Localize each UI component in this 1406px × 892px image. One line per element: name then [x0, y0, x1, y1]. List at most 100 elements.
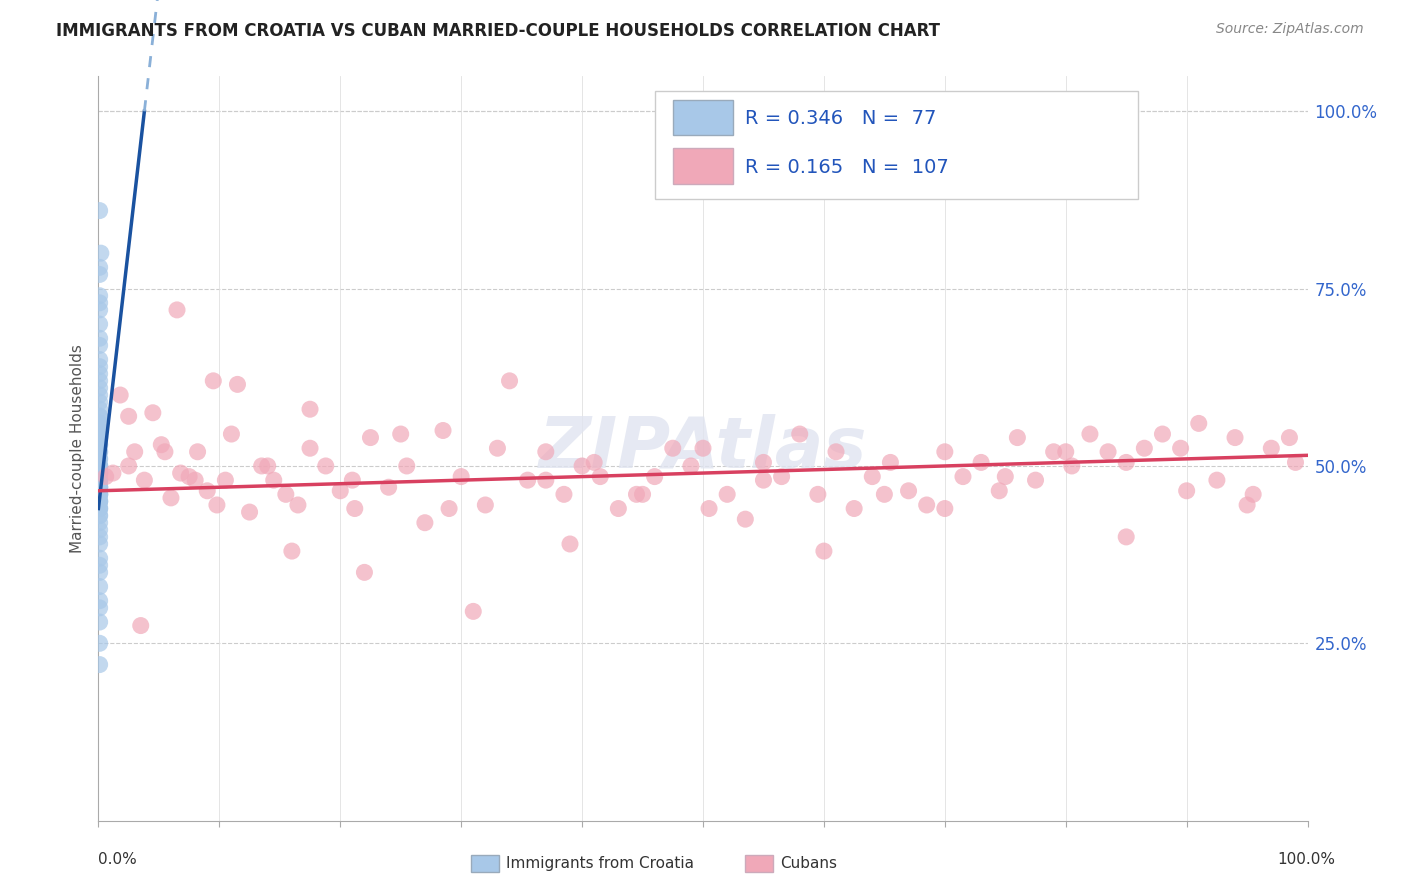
Text: 0.0%: 0.0%: [98, 852, 138, 867]
Text: Source: ZipAtlas.com: Source: ZipAtlas.com: [1216, 22, 1364, 37]
Point: [89, 352, 111, 367]
Point: [353, 566, 375, 580]
Point: [89, 331, 111, 345]
Point: [89, 523, 111, 537]
Point: [450, 469, 472, 483]
Point: [118, 409, 141, 424]
Point: [89, 203, 111, 218]
Point: [534, 444, 557, 458]
Point: [463, 604, 485, 618]
Point: [89, 480, 111, 494]
Point: [89, 494, 111, 508]
Point: [89, 438, 111, 452]
Point: [89, 417, 111, 431]
Point: [89, 551, 111, 566]
Point: [607, 501, 630, 516]
Point: [89, 359, 111, 374]
Point: [221, 427, 243, 442]
Point: [169, 466, 191, 480]
Point: [631, 487, 654, 501]
Point: [994, 469, 1017, 483]
Point: [89, 480, 111, 494]
Point: [89, 537, 111, 551]
Text: Immigrants from Croatia: Immigrants from Croatia: [506, 856, 695, 871]
Point: [789, 427, 811, 442]
Point: [571, 458, 593, 473]
Point: [915, 498, 938, 512]
Point: [124, 444, 146, 458]
Point: [89, 466, 111, 480]
Point: [89, 480, 111, 494]
Point: [89, 494, 111, 508]
Point: [89, 431, 111, 445]
Point: [89, 636, 111, 650]
Text: 100.0%: 100.0%: [1278, 852, 1336, 867]
Point: [343, 501, 366, 516]
Point: [89, 501, 111, 516]
Point: [89, 600, 111, 615]
Point: [1115, 530, 1137, 544]
Point: [299, 402, 322, 417]
FancyBboxPatch shape: [655, 91, 1139, 199]
Y-axis label: Married-couple Households: Married-couple Households: [69, 343, 84, 553]
Point: [1024, 473, 1046, 487]
Point: [226, 377, 249, 392]
Point: [516, 473, 538, 487]
Point: [129, 618, 152, 632]
Point: [679, 458, 702, 473]
Point: [1223, 431, 1246, 445]
Point: [89, 516, 111, 530]
Text: R = 0.165   N =  107: R = 0.165 N = 107: [745, 158, 949, 177]
Point: [89, 424, 111, 438]
Point: [89, 458, 111, 473]
Point: [89, 338, 111, 352]
Point: [752, 473, 775, 487]
Point: [160, 491, 183, 505]
Point: [89, 508, 111, 523]
Point: [534, 473, 557, 487]
Point: [263, 473, 285, 487]
Point: [108, 388, 131, 402]
Point: [202, 374, 225, 388]
Point: [661, 442, 683, 455]
Point: [1054, 444, 1077, 458]
Point: [89, 466, 111, 480]
Point: [89, 444, 111, 458]
Point: [952, 469, 974, 483]
Point: [195, 483, 218, 498]
Point: [101, 466, 124, 480]
Point: [734, 512, 756, 526]
Point: [89, 374, 111, 388]
Point: [89, 268, 111, 282]
Point: [166, 302, 188, 317]
FancyBboxPatch shape: [673, 100, 734, 136]
Point: [118, 458, 141, 473]
Point: [89, 558, 111, 573]
Point: [89, 615, 111, 629]
Point: [315, 458, 337, 473]
Point: [184, 473, 207, 487]
Point: [897, 483, 920, 498]
Point: [89, 458, 111, 473]
Point: [153, 444, 176, 458]
Point: [432, 424, 454, 438]
Point: [360, 431, 382, 445]
Point: [89, 260, 111, 275]
Point: [274, 487, 297, 501]
Point: [256, 458, 278, 473]
Point: [89, 494, 111, 508]
Point: [89, 480, 111, 494]
Point: [89, 466, 111, 480]
Point: [1115, 455, 1137, 469]
Point: [626, 487, 648, 501]
Point: [486, 442, 509, 455]
Point: [89, 466, 111, 480]
Point: [299, 442, 322, 455]
Point: [281, 544, 304, 558]
Point: [934, 501, 956, 516]
Text: IMMIGRANTS FROM CROATIA VS CUBAN MARRIED-COUPLE HOUSEHOLDS CORRELATION CHART: IMMIGRANTS FROM CROATIA VS CUBAN MARRIED…: [56, 22, 941, 40]
Point: [89, 295, 111, 310]
Point: [1260, 442, 1282, 455]
Point: [287, 498, 309, 512]
Point: [1152, 427, 1174, 442]
